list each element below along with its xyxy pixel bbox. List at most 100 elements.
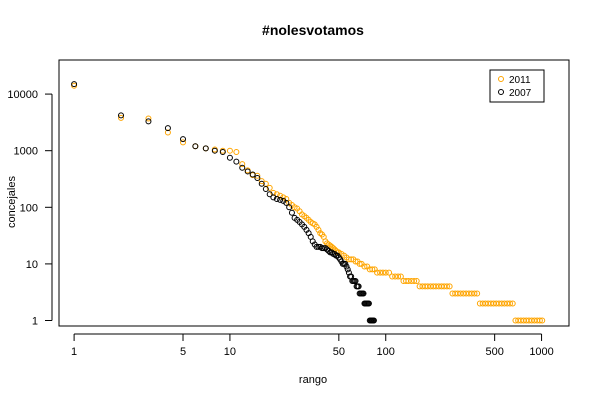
data-point-2007 xyxy=(283,199,290,206)
data-point-2011 xyxy=(386,269,393,276)
data-points xyxy=(71,81,546,324)
data-point-2007 xyxy=(325,247,332,254)
data-point-2011 xyxy=(226,147,233,154)
data-point-2007 xyxy=(313,243,320,250)
data-point-2007 xyxy=(145,118,152,125)
data-point-2011 xyxy=(164,129,171,136)
legend-label-2007: 2007 xyxy=(509,88,532,99)
data-point-2011 xyxy=(424,283,431,290)
data-point-2007 xyxy=(164,125,171,132)
data-point-2007 xyxy=(270,194,277,201)
data-point-2011 xyxy=(239,161,246,168)
data-point-2007 xyxy=(258,180,265,187)
data-point-2007 xyxy=(239,164,246,171)
x-axis: 1 5 10 50 100 500 1000 xyxy=(71,333,554,358)
data-point-2007 xyxy=(244,168,251,175)
data-point-2007 xyxy=(277,196,284,203)
data-point-2011 xyxy=(460,290,467,297)
data-point-2011 xyxy=(118,114,125,121)
legend-label-2011: 2011 xyxy=(509,75,531,86)
x-tick-label: 500 xyxy=(485,346,503,358)
data-point-2007 xyxy=(180,136,187,143)
data-point-2011 xyxy=(405,277,412,284)
data-point-2011 xyxy=(454,290,461,297)
x-tick-label: 1000 xyxy=(529,346,553,358)
data-point-2011 xyxy=(539,317,546,324)
data-point-2007 xyxy=(343,263,350,270)
data-point-2011 xyxy=(465,290,472,297)
data-point-2011 xyxy=(315,226,322,233)
data-point-2011 xyxy=(369,266,376,273)
data-point-2007 xyxy=(352,277,359,284)
x-tick-label: 100 xyxy=(377,346,395,358)
data-point-2007 xyxy=(233,158,240,165)
data-point-2007 xyxy=(370,317,377,324)
y-axis: 1 10 100 1000 10000 xyxy=(7,89,53,328)
data-point-2011 xyxy=(395,273,402,280)
series-2007 xyxy=(71,81,377,324)
data-point-2011 xyxy=(377,269,384,276)
x-tick-label: 5 xyxy=(180,346,186,358)
data-point-2011 xyxy=(270,189,277,196)
data-point-2011 xyxy=(379,269,386,276)
x-tick-label: 10 xyxy=(224,346,236,358)
data-point-2011 xyxy=(145,115,152,122)
data-point-2007 xyxy=(118,112,125,119)
y-tick-label: 1 xyxy=(32,316,38,328)
legend-marker-2007 xyxy=(498,89,504,95)
data-point-2007 xyxy=(273,196,280,203)
legend: 2011 2007 xyxy=(489,69,545,103)
data-point-2011 xyxy=(501,300,508,307)
x-tick-label: 50 xyxy=(333,346,345,358)
data-point-2011 xyxy=(509,300,516,307)
data-point-2011 xyxy=(389,273,396,280)
data-point-2011 xyxy=(277,192,284,199)
data-point-2007 xyxy=(320,245,327,252)
data-point-2011 xyxy=(432,283,439,290)
x-axis-label: rango xyxy=(299,374,327,386)
data-point-2011 xyxy=(317,230,324,237)
data-point-2011 xyxy=(471,290,478,297)
data-point-2011 xyxy=(71,82,78,89)
data-point-2011 xyxy=(233,148,240,155)
legend-marker-2011 xyxy=(498,76,504,82)
plot-area-border xyxy=(58,59,570,327)
data-point-2007 xyxy=(202,145,209,152)
data-point-2011 xyxy=(443,283,450,290)
data-point-2011 xyxy=(392,273,399,280)
data-point-2011 xyxy=(361,263,368,270)
series-2011 xyxy=(71,82,546,324)
data-point-2011 xyxy=(416,283,423,290)
data-point-2007 xyxy=(254,174,261,181)
data-point-2007 xyxy=(226,154,233,161)
data-point-2011 xyxy=(482,300,489,307)
data-point-2011 xyxy=(463,290,470,297)
y-tick-label: 10000 xyxy=(7,89,38,101)
data-point-2011 xyxy=(446,283,453,290)
data-point-2007 xyxy=(360,290,367,297)
y-tick-label: 10 xyxy=(26,259,38,271)
data-point-2007 xyxy=(344,266,351,273)
data-point-2011 xyxy=(266,184,273,191)
data-point-2011 xyxy=(411,277,418,284)
data-point-2007 xyxy=(365,300,372,307)
data-point-2007 xyxy=(286,204,293,211)
data-point-2007 xyxy=(288,209,295,216)
data-point-2011 xyxy=(180,139,187,146)
data-point-2011 xyxy=(258,178,265,185)
x-tick-label: 1 xyxy=(71,346,77,358)
data-point-2007 xyxy=(192,143,199,150)
data-point-2007 xyxy=(315,243,322,250)
data-point-2007 xyxy=(219,148,226,155)
data-point-2011 xyxy=(356,260,363,267)
data-point-2011 xyxy=(474,290,481,297)
data-point-2011 xyxy=(382,269,389,276)
data-point-2007 xyxy=(262,186,269,193)
data-point-2007 xyxy=(328,249,335,256)
data-point-2007 xyxy=(355,283,362,290)
chart-title: #nolesvotamos xyxy=(262,22,364,38)
data-point-2007 xyxy=(266,191,273,198)
data-point-2007 xyxy=(249,171,256,178)
y-axis-label: concejales xyxy=(6,176,18,228)
